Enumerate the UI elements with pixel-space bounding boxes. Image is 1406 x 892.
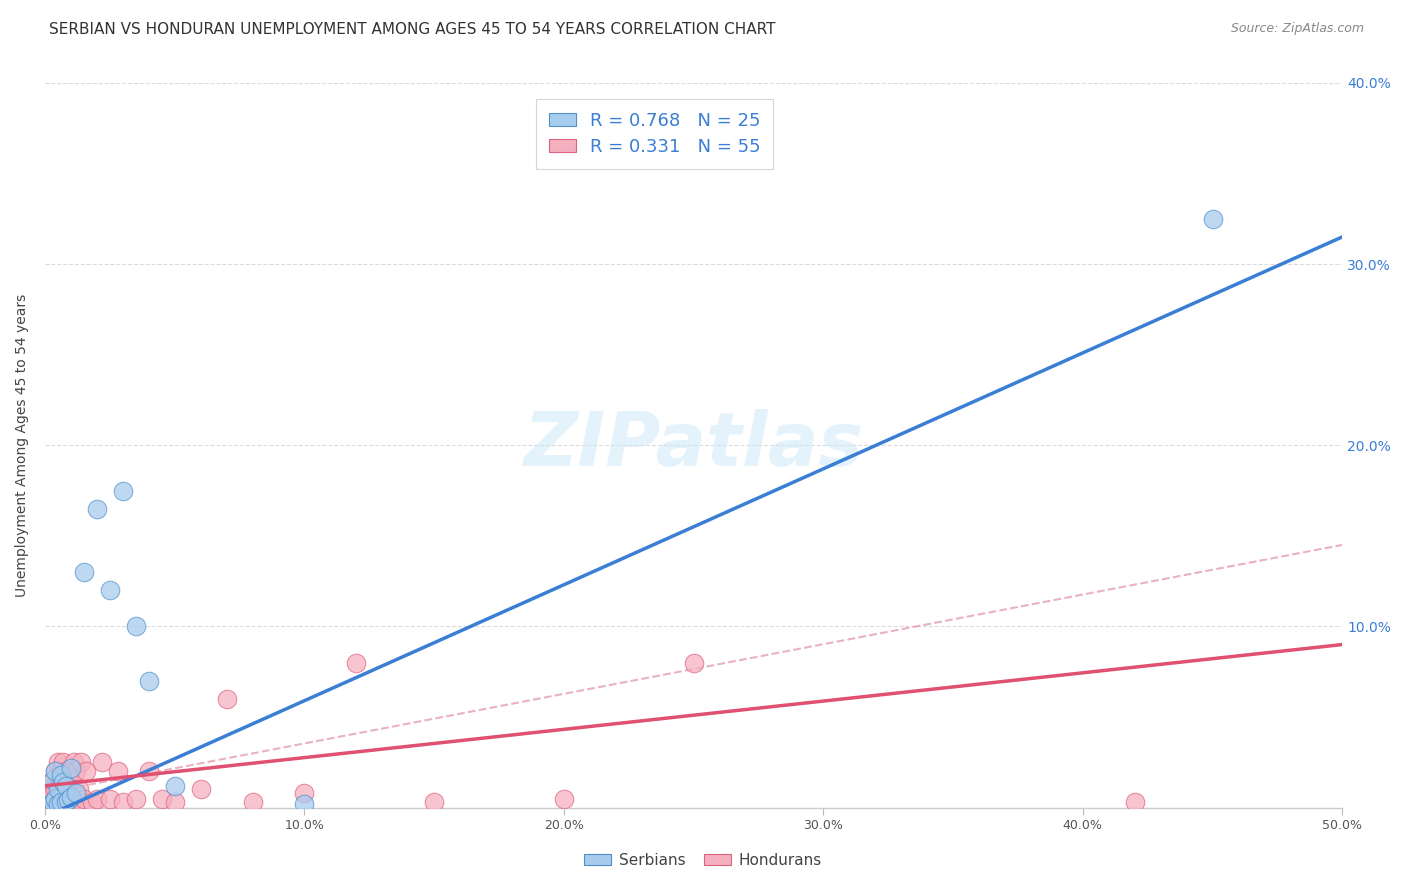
Point [55, 795, 77, 809]
Point [553, 791, 575, 805]
Point [44, 793, 66, 807]
Point [67, 782, 90, 797]
Point [52, 791, 75, 805]
Point [42, 795, 65, 809]
Point [111, 483, 134, 498]
Point [59, 761, 82, 775]
Point [111, 795, 134, 809]
Point [150, 791, 173, 805]
Point [58, 793, 80, 807]
Point [62, 791, 84, 805]
Point [44, 764, 66, 779]
Point [49, 768, 72, 782]
Y-axis label: Unemployment Among Ages 45 to 54 years: Unemployment Among Ages 45 to 54 years [15, 293, 30, 597]
Point [44, 764, 66, 779]
Point [44, 791, 66, 805]
Point [86, 501, 108, 516]
Point [39, 782, 62, 797]
Point [49, 795, 72, 809]
Point [65, 786, 87, 800]
Point [59, 764, 82, 779]
Point [91, 756, 114, 770]
Point [52, 775, 75, 789]
Text: Source: ZipAtlas.com: Source: ZipAtlas.com [1230, 22, 1364, 36]
Point [125, 619, 148, 633]
Point [76, 764, 98, 779]
Point [107, 764, 129, 779]
Legend: R = 0.768   N = 25, R = 0.331   N = 55: R = 0.768 N = 25, R = 0.331 N = 55 [536, 99, 773, 169]
Point [46, 797, 69, 811]
Point [59, 795, 82, 809]
Point [46, 797, 69, 811]
Point [42, 773, 65, 788]
Point [44, 782, 66, 797]
Point [39, 791, 62, 805]
Point [65, 795, 87, 809]
Point [65, 764, 87, 779]
Point [58, 791, 80, 805]
Point [98, 583, 121, 598]
Point [49, 782, 72, 797]
Point [242, 795, 264, 809]
Point [423, 795, 446, 809]
Point [682, 656, 704, 670]
Point [59, 789, 82, 804]
Point [80, 795, 103, 809]
Point [46, 779, 69, 793]
Point [55, 779, 77, 793]
Point [52, 773, 75, 788]
Point [138, 764, 160, 779]
Point [49, 795, 72, 809]
Text: ZIPatlas: ZIPatlas [523, 409, 863, 482]
Point [52, 756, 75, 770]
Point [98, 791, 121, 805]
Point [49, 764, 72, 779]
Point [294, 797, 316, 811]
Point [86, 791, 108, 805]
Legend: Serbians, Hondurans: Serbians, Hondurans [578, 847, 828, 873]
Point [1123, 795, 1146, 809]
Point [46, 789, 69, 804]
Point [294, 786, 316, 800]
Point [190, 782, 212, 797]
Point [42, 795, 65, 809]
Point [42, 773, 65, 788]
Point [163, 779, 186, 793]
Point [70, 756, 93, 770]
Point [59, 782, 82, 797]
Point [39, 797, 62, 811]
Point [73, 791, 96, 805]
Text: SERBIAN VS HONDURAN UNEMPLOYMENT AMONG AGES 45 TO 54 YEARS CORRELATION CHART: SERBIAN VS HONDURAN UNEMPLOYMENT AMONG A… [49, 22, 776, 37]
Point [62, 756, 84, 770]
Point [138, 673, 160, 688]
Point [58, 773, 80, 788]
Point [125, 791, 148, 805]
Point [55, 764, 77, 779]
Point [46, 756, 69, 770]
Point [55, 795, 77, 809]
Point [37, 795, 59, 809]
Point [73, 565, 96, 579]
Point [1201, 211, 1223, 226]
Point [163, 795, 186, 809]
Point [46, 768, 69, 782]
Point [344, 656, 367, 670]
Point [46, 782, 69, 797]
Point [55, 782, 77, 797]
Point [42, 786, 65, 800]
Point [215, 692, 238, 706]
